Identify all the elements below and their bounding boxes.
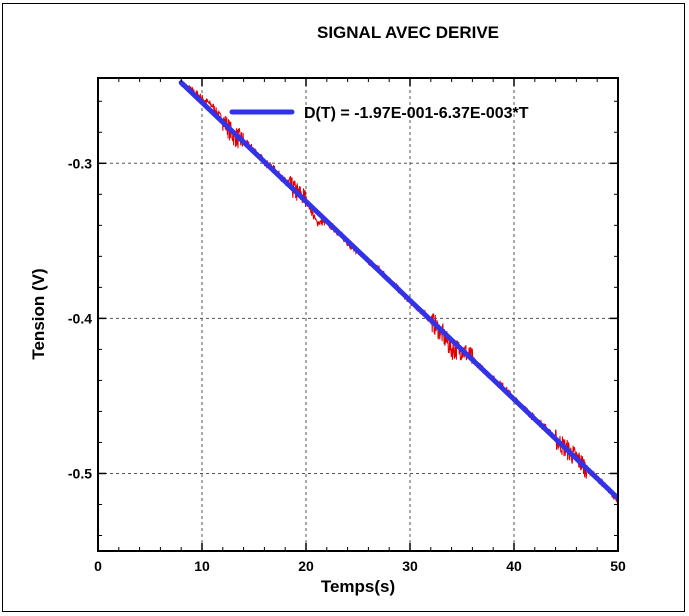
x-tick-label-0: 0: [94, 558, 102, 574]
y-tick-label-0: -0.3: [68, 155, 92, 171]
axis-ticks: 0 10 20 30 40 50 -0.3 -0.4 -0.5: [68, 78, 626, 574]
x-axis-label: Temps(s): [321, 577, 395, 596]
legend: D(T) = -1.97E-001-6.37E-003*T: [229, 105, 529, 122]
x-tick-label-3: 30: [402, 558, 418, 574]
y-axis-label: Tension (V): [29, 268, 48, 359]
plot-area-border: [97, 77, 619, 552]
x-tick-label-4: 40: [506, 558, 522, 574]
y-tick-label-2: -0.5: [68, 465, 92, 481]
x-tick-label-5: 50: [610, 558, 626, 574]
legend-label-fit-line: D(T) = -1.97E-001-6.37E-003*T: [304, 105, 529, 122]
grid-lines: [98, 78, 618, 551]
plot-series: [178, 79, 618, 503]
chart-frame: [2, 3, 685, 612]
chart-title: SIGNAL AVEC DERIVE: [317, 23, 499, 42]
y-tick-label-1: -0.4: [68, 310, 92, 326]
x-tick-label-2: 20: [298, 558, 314, 574]
x-tick-label-1: 10: [194, 558, 210, 574]
series-fit-line: [178, 80, 618, 501]
